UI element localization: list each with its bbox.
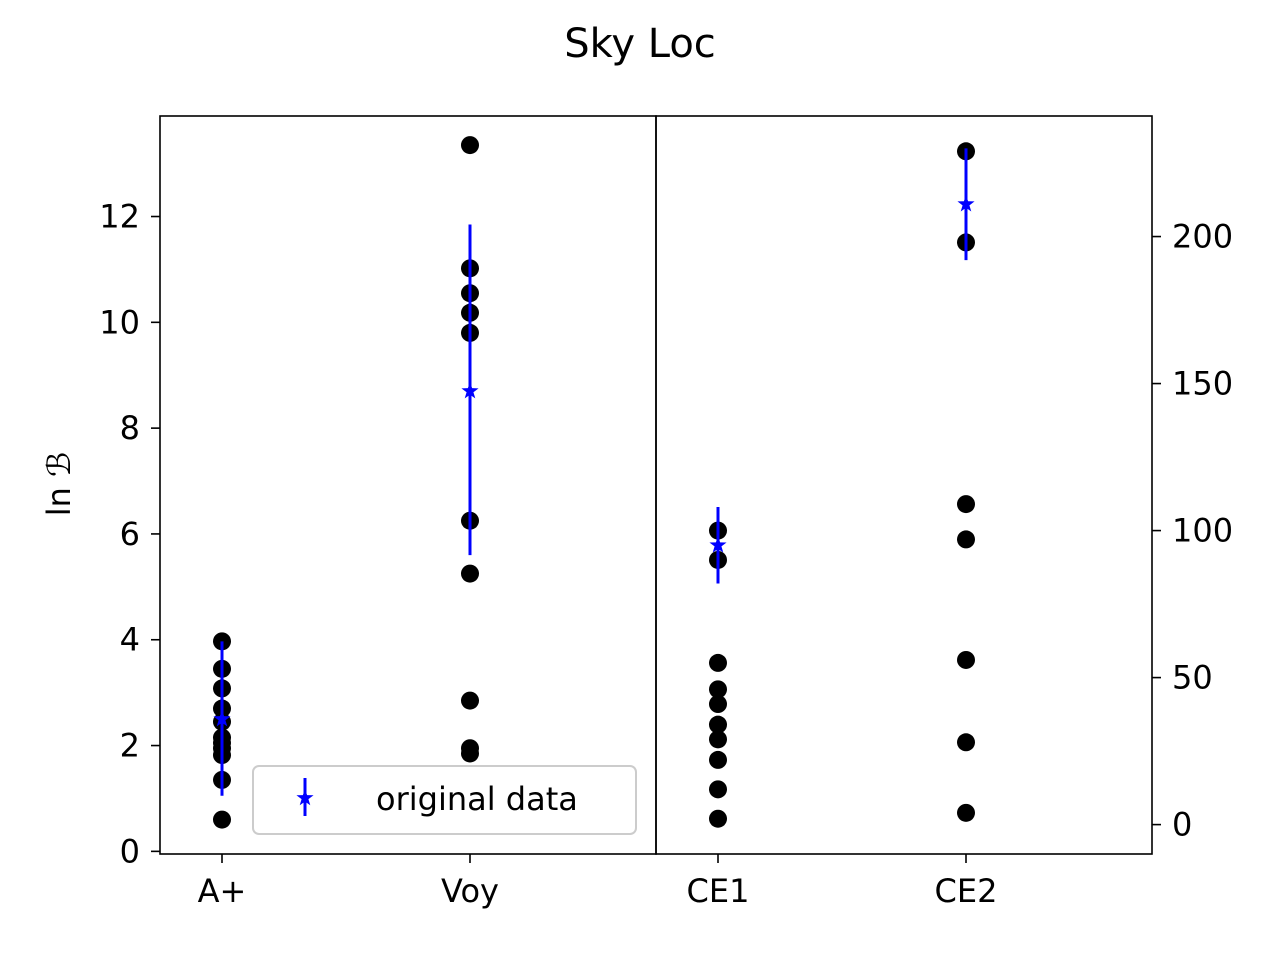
left-y-tick-label: 12 [99,198,140,236]
y-axis-label: ln ℬ [40,452,78,517]
left-y-tick-label: 0 [120,832,140,870]
data-point-ce1 [709,715,727,734]
right-y-tick-label: 50 [1172,659,1213,697]
left-panel [213,136,479,829]
x-tick-label-a: A+ [198,872,247,910]
left-y-tick-label: 4 [120,621,140,659]
data-point-ce2 [957,495,975,514]
x-axis: A+ Voy CE1 CE2 [198,854,998,910]
data-point-ce2 [957,530,975,549]
data-point-ce1 [709,809,727,828]
legend-box [252,765,637,835]
data-point-ce2 [957,803,975,822]
data-point-a [213,810,231,829]
left-y-tick-label: 10 [99,303,140,341]
data-point-ce1 [709,730,727,749]
data-point-ce1 [709,653,727,672]
right-y-axis: 0 50 100 150 200 [1152,218,1233,844]
mean-marker-ce1 [709,536,727,553]
left-y-tick-label: 8 [120,409,140,447]
mean-marker-ce2 [957,195,975,212]
data-point-voy [461,739,479,758]
mean-marker-a [213,710,231,727]
right-panel [709,142,975,828]
x-tick-label-ce1: CE1 [687,872,750,910]
right-panel-frame [655,115,1153,855]
data-point-voy [461,691,479,710]
chart-title: Sky Loc [564,21,716,67]
mean-marker-voy [461,382,479,399]
legend-star-icon [296,789,314,806]
right-y-tick-label: 0 [1172,806,1192,844]
right-y-tick-label: 100 [1172,512,1233,550]
left-y-axis: 0 2 4 6 8 10 12 [99,198,160,870]
x-tick-label-voy: Voy [441,872,499,910]
legend-label: original data [376,780,578,818]
data-point-ce2 [957,650,975,669]
data-point-ce2 [957,733,975,752]
legend: original data [252,765,637,835]
left-y-tick-label: 2 [120,727,140,765]
right-y-tick-label: 200 [1172,218,1233,256]
data-point-ce1 [709,695,727,714]
left-y-tick-label: 6 [120,515,140,553]
data-point-ce1 [709,750,727,769]
data-point-ce1 [709,680,727,699]
right-y-tick-label: 150 [1172,365,1233,403]
data-point-voy [461,136,479,155]
data-point-ce1 [709,780,727,799]
data-point-voy [461,564,479,583]
x-tick-label-ce2: CE2 [935,872,998,910]
